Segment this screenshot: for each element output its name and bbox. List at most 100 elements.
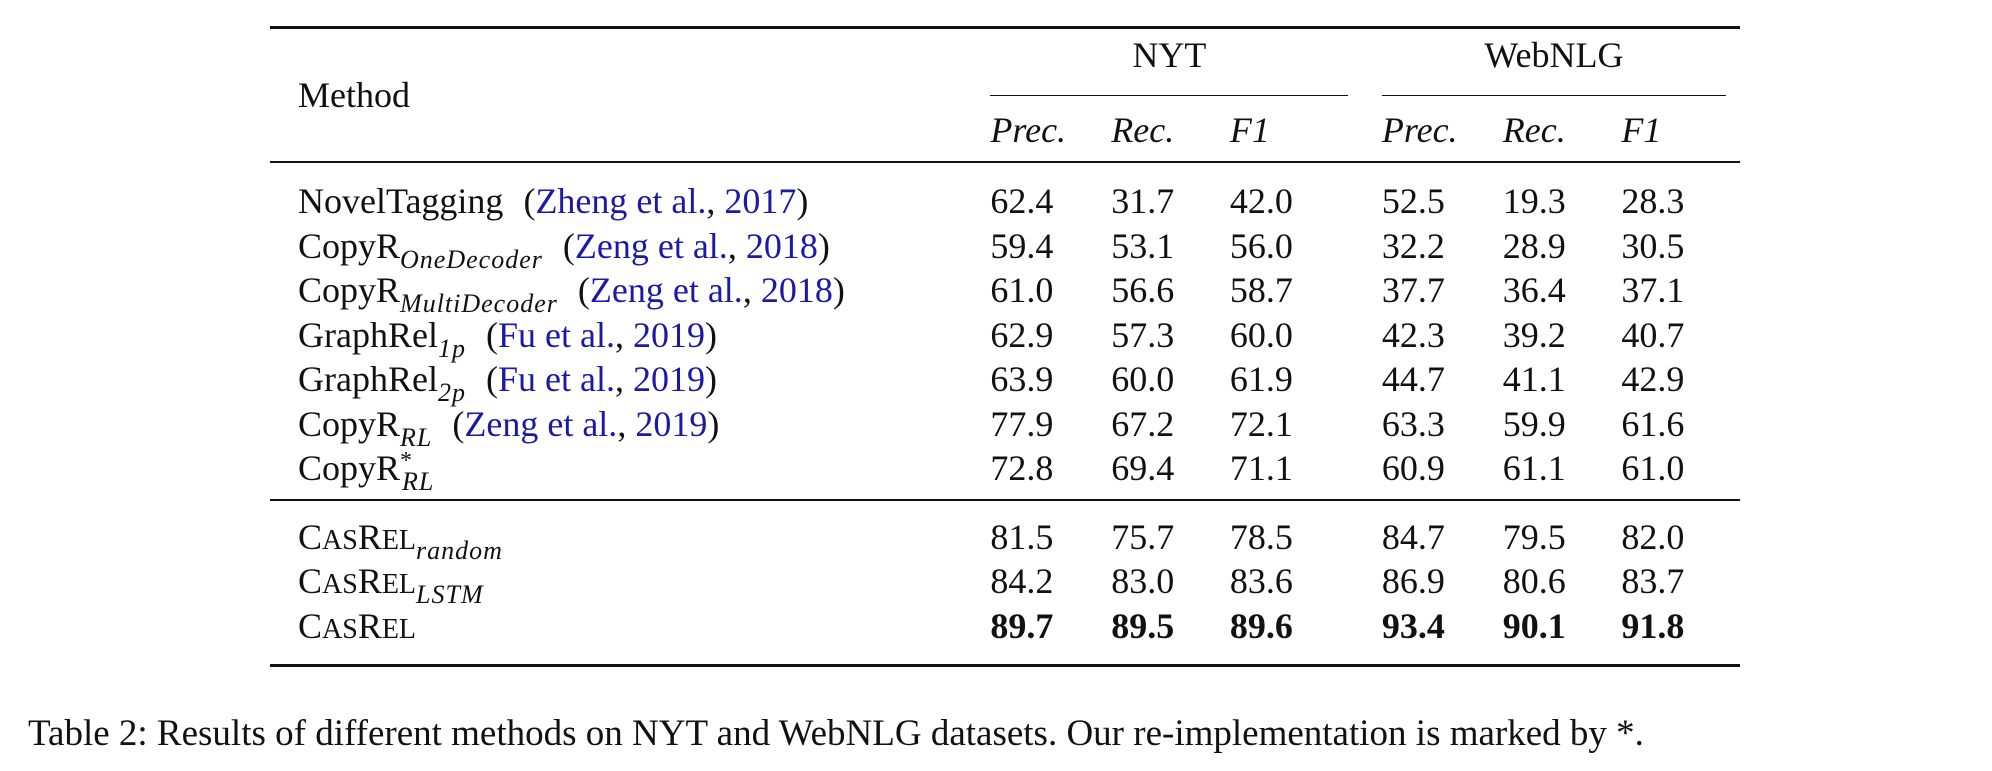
citation: (Zeng et al., 2018): [578, 270, 845, 310]
method-subscript: RL: [402, 467, 435, 497]
metric-header-webnlg-prec: Prec.: [1381, 110, 1458, 150]
value-cell: 83.0: [1111, 561, 1175, 602]
value-cell: 42.3: [1381, 314, 1445, 355]
value-cell: 61.1: [1502, 448, 1566, 489]
citation-author-link[interactable]: Zeng et al.: [574, 225, 728, 266]
citation-open: (: [485, 359, 498, 400]
value-cell: 67.2: [1111, 403, 1175, 444]
results-table: Method NYT WebNLG Prec. Rec. F1 Prec. Re…: [270, 26, 1740, 667]
column-gap: [1348, 224, 1382, 269]
casrel-r: R: [357, 561, 382, 602]
table-row: CopyROneDecoder (Zeng et al., 2018) 59.4 53…: [270, 224, 1740, 273]
value-cell: 61.9: [1229, 359, 1293, 400]
webnlg-label: WebNLG: [1381, 37, 1726, 96]
value-cell: 36.4: [1502, 270, 1566, 311]
value-cell: 39.2: [1502, 314, 1566, 355]
citation-year-link[interactable]: 2019: [632, 314, 705, 355]
casrel-el: EL: [381, 613, 417, 645]
value-cell: 28.3: [1621, 181, 1685, 222]
citation-author-link[interactable]: Fu et al.: [497, 314, 615, 355]
value-cell: 81.5: [990, 516, 1054, 557]
citation-year-link[interactable]: 2019: [635, 403, 708, 444]
value-cell: 42.9: [1621, 359, 1685, 400]
citation-author-link[interactable]: Zeng et al.: [464, 403, 618, 444]
citation: (Zeng et al., 2018): [563, 226, 830, 266]
value-cell: 53.1: [1111, 225, 1175, 266]
method-subscript: 2p: [437, 378, 466, 408]
citation-open: (: [577, 270, 590, 311]
citation-open: (: [562, 225, 575, 266]
casrel-as: AS: [322, 569, 358, 601]
citation-close: ): [704, 314, 717, 355]
value-cell: 84.2: [990, 561, 1054, 602]
method-cell: CopyRRL (Zeng et al., 2019): [270, 402, 990, 451]
citation: (Zeng et al., 2019): [452, 404, 719, 444]
method-cell: NovelTagging (Zheng et al., 2017): [270, 162, 990, 224]
value-cell: 72.1: [1229, 403, 1293, 444]
value-cell: 58.7: [1229, 270, 1293, 311]
citation-author-link[interactable]: Zeng et al.: [589, 270, 743, 311]
casrel-as: AS: [322, 524, 358, 556]
method-subscript: LSTM: [416, 580, 484, 610]
group-header-webnlg: WebNLG: [1381, 28, 1740, 100]
value-cell: 60.0: [1229, 314, 1293, 355]
metric-header-nyt-prec: Prec.: [990, 110, 1067, 150]
method-cell: CopyROneDecoder (Zeng et al., 2018): [270, 224, 990, 273]
value-cell: 86.9: [1381, 561, 1445, 602]
value-cell: 71.1: [1229, 448, 1293, 489]
column-gap: [1348, 559, 1382, 604]
value-cell: 57.3: [1111, 314, 1175, 355]
method-cell: CASRELrandom: [270, 500, 990, 564]
method-subscript: random: [416, 535, 503, 565]
citation-close: ): [817, 225, 830, 266]
column-gap: [1348, 446, 1382, 500]
method-subscript: MultiDecoder: [400, 289, 558, 319]
citation-year-link[interactable]: 2018: [745, 225, 818, 266]
citation-year-link[interactable]: 2019: [632, 359, 705, 400]
value-cell: 80.6: [1502, 561, 1566, 602]
value-cell: 44.7: [1381, 359, 1445, 400]
citation: (Zheng et al., 2017): [523, 181, 808, 221]
casrel-c: C: [298, 605, 323, 646]
citation-author-link[interactable]: Fu et al.: [497, 359, 615, 400]
casrel-rows: CASRELrandom 81.5 75.7 78.5 84.7 79.5 82.0 CASR…: [270, 499, 1740, 666]
citation-close: ): [707, 403, 720, 444]
column-gap: [1348, 268, 1382, 313]
citation-close: ): [704, 359, 717, 400]
value-cell: 61.6: [1621, 403, 1685, 444]
value-cell: 78.5: [1229, 516, 1293, 557]
citation-open: (: [452, 403, 465, 444]
method-cell: CASREL: [270, 604, 990, 666]
casrel-c: C: [298, 516, 323, 557]
citation-author-link[interactable]: Zheng et al.: [535, 181, 707, 222]
value-cell: 56.0: [1229, 225, 1293, 266]
value-cell: 89.7: [990, 605, 1054, 646]
method-name: CopyR: [298, 448, 401, 489]
nyt-label: NYT: [990, 37, 1349, 96]
casrel-r: R: [357, 516, 382, 557]
column-gap: [1348, 357, 1382, 402]
group-header-nyt: NYT: [990, 28, 1349, 100]
table-row: CopyRMultiDecoder (Zeng et al., 2018) 61.0…: [270, 268, 1740, 317]
casrel-el: EL: [381, 524, 417, 556]
value-cell: 62.9: [990, 314, 1054, 355]
casrel-el: EL: [381, 569, 417, 601]
table-row: CASREL 89.7 89.5 89.6 93.4 90.1 91.8: [270, 604, 1740, 666]
value-cell: 62.4: [990, 181, 1054, 222]
value-cell: 60.9: [1381, 448, 1445, 489]
citation-year-link[interactable]: 2018: [760, 270, 833, 311]
column-gap: [1348, 500, 1382, 560]
value-cell: 69.4: [1111, 448, 1175, 489]
value-cell: 83.6: [1229, 561, 1293, 602]
citation-close: ): [796, 181, 809, 222]
citation-open: (: [523, 181, 536, 222]
value-cell: 79.5: [1502, 516, 1566, 557]
method-name: CopyR: [298, 225, 401, 266]
citation-year-link[interactable]: 2017: [724, 181, 797, 222]
value-cell: 28.9: [1502, 225, 1566, 266]
value-cell: 84.7: [1381, 516, 1445, 557]
citation-sep: ,: [617, 403, 636, 444]
value-cell: 52.5: [1381, 181, 1445, 222]
metric-header-nyt-f1: F1: [1229, 110, 1270, 150]
